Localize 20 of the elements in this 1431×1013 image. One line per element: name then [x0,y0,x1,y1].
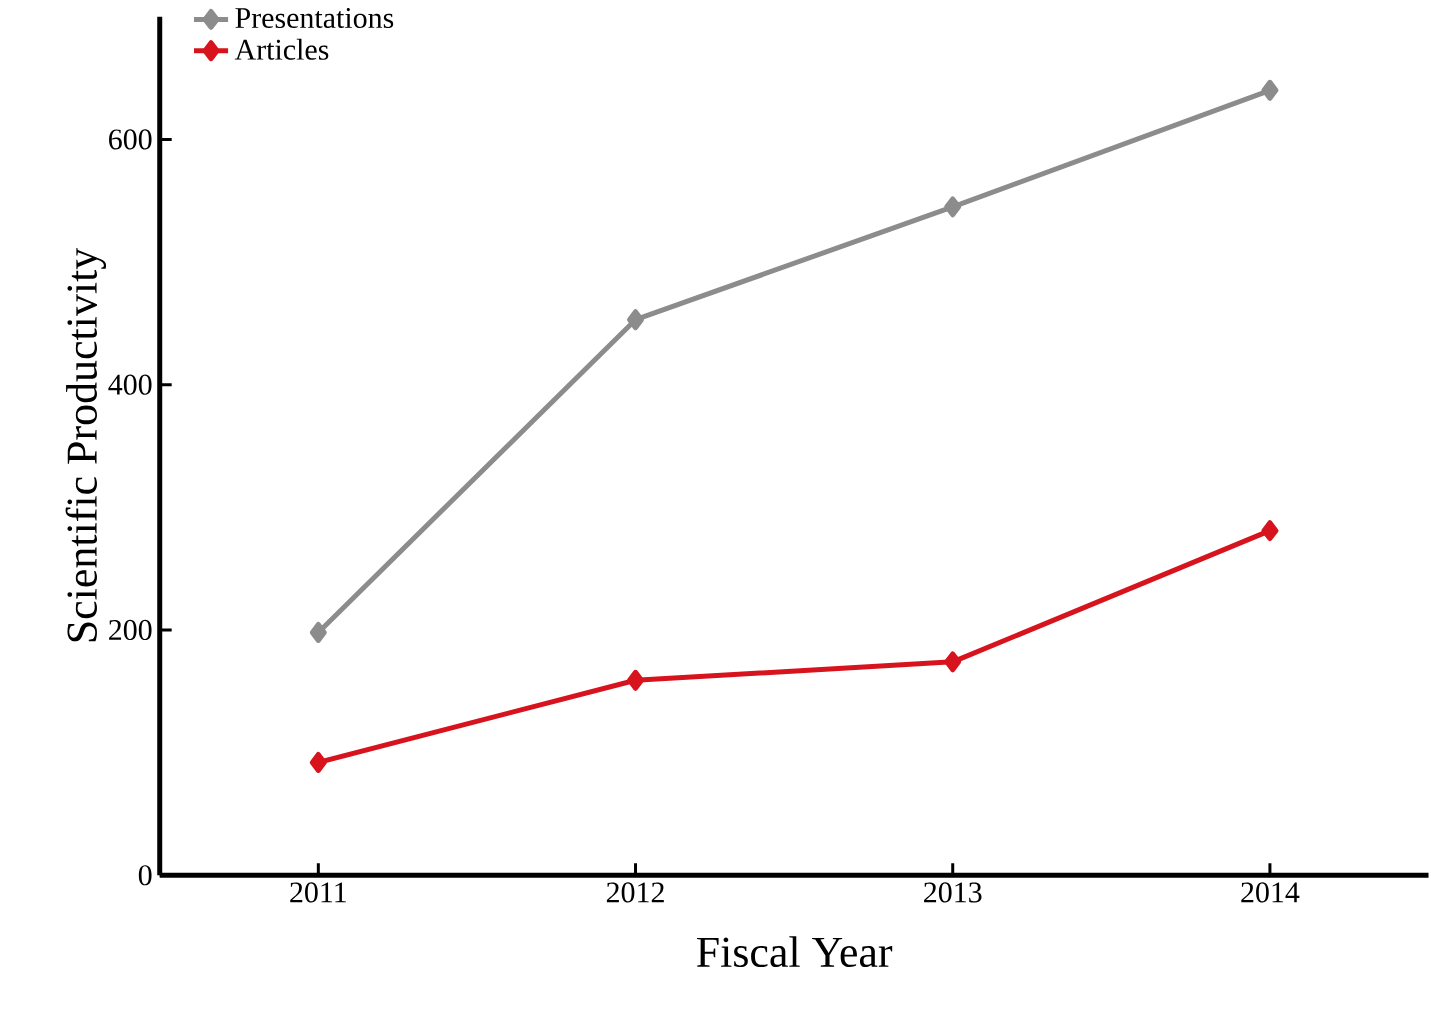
legend-label: Presentations [235,7,394,29]
x-axis-title: Fiscal Year [696,936,893,968]
x-tick-label: 2012 [606,882,664,903]
point [627,309,645,331]
y-tick-label: 200 [109,619,152,641]
x-tick-label: 2013 [924,882,982,903]
y-axis-title: Scientific Productivity [65,247,107,642]
y-tick-label: 0 [138,865,152,886]
point [944,651,962,673]
x-tick-label: 2014 [1241,882,1300,903]
point [309,621,327,643]
point [309,751,327,773]
point [1261,520,1279,542]
x-tick-label: 2011 [290,882,346,903]
y-tick-label: 600 [109,129,152,150]
point [1261,79,1279,101]
point [944,196,962,218]
legend-label: Articles [234,38,329,60]
point [627,669,645,691]
y-tick-label: 400 [108,374,152,395]
